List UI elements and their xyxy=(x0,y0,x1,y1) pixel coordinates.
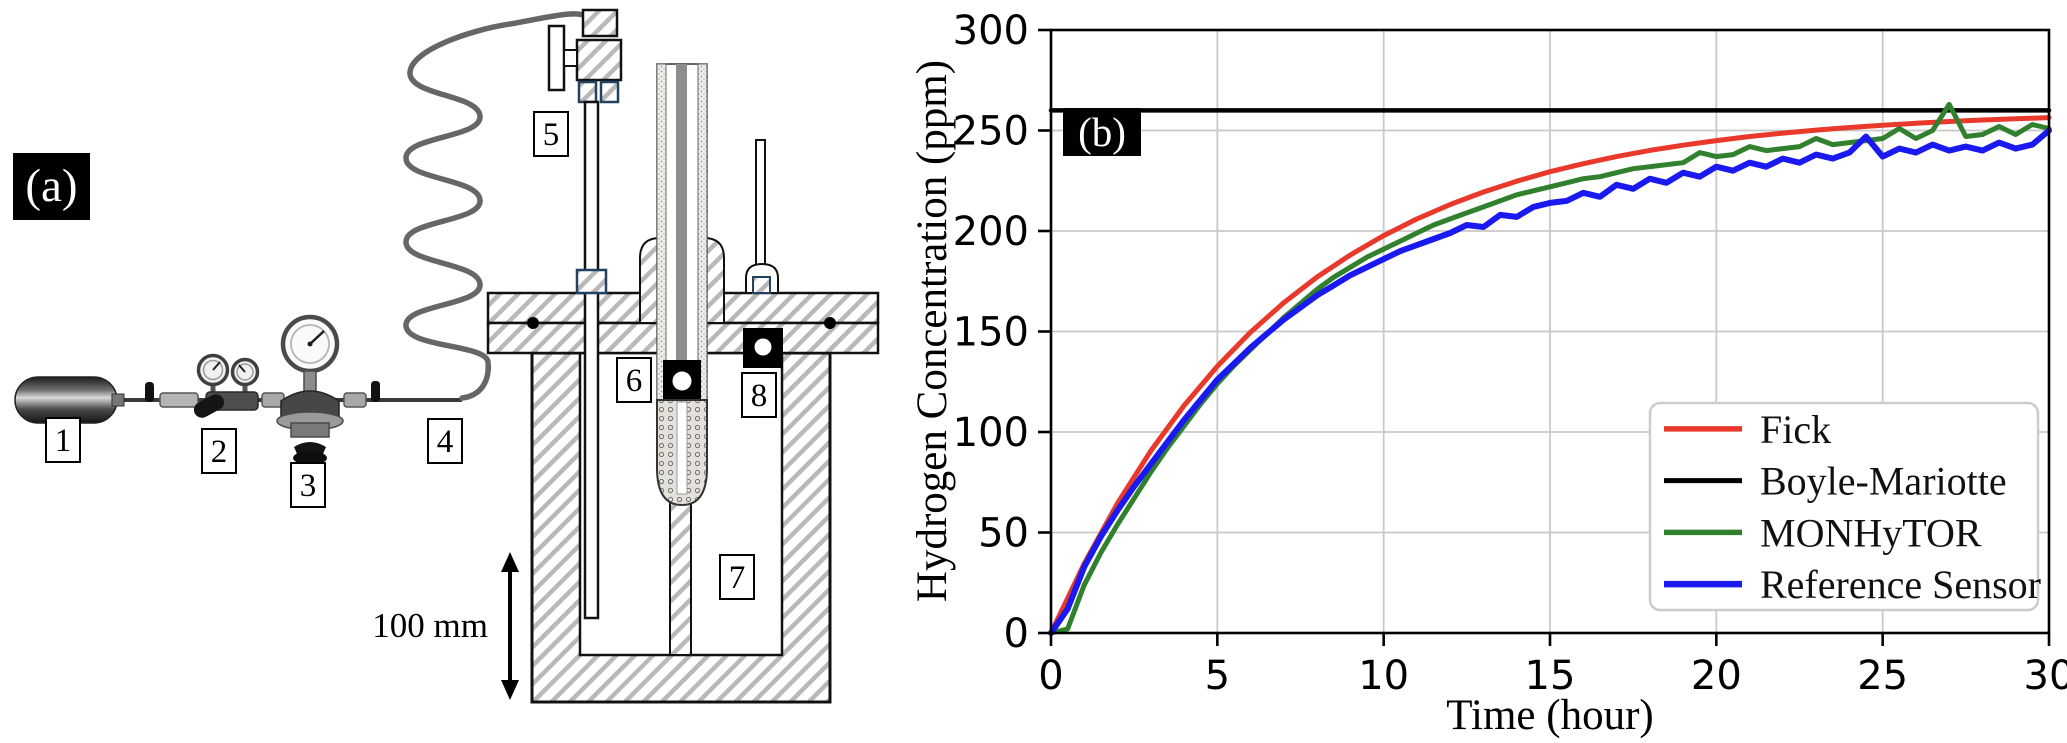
legend-box xyxy=(1648,401,2040,612)
flange-seal-right xyxy=(824,317,836,329)
reference-sensor xyxy=(743,139,783,368)
legend-label-fick: Fick xyxy=(1760,407,1831,452)
svg-text:6: 6 xyxy=(626,363,643,399)
y-tick-label: 200 xyxy=(953,209,1029,255)
svg-text:1: 1 xyxy=(55,423,72,459)
inlet-valve-assembly xyxy=(547,8,623,104)
component-label-6: 6 xyxy=(616,357,652,403)
pipe-coupling-1 xyxy=(159,392,199,408)
x-tick-label: 10 xyxy=(1358,653,1409,699)
x-tick-label: 5 xyxy=(1205,653,1230,699)
panel-b-caption: (b) xyxy=(1063,108,1141,156)
component-label-3: 3 xyxy=(290,462,326,508)
x-axis-label: Time (hour) xyxy=(1446,692,1653,739)
svg-text:(b): (b) xyxy=(1078,109,1126,155)
panel-a-caption: (a) xyxy=(13,153,90,220)
capillary-flange-fitting xyxy=(575,268,608,295)
series-line-fick xyxy=(1048,115,2052,636)
series-line-reference-sensor xyxy=(1048,127,2052,636)
legend-label-boyle-mariotte: Boyle-Mariotte xyxy=(1760,459,2007,504)
capillary-tube xyxy=(583,100,600,620)
x-tick-label: 30 xyxy=(2024,653,2067,699)
panel-a-diagram: 100 mm 1 2 3 4 5 6 7 xyxy=(13,8,880,704)
svg-text:4: 4 xyxy=(437,424,454,460)
x-tick-label: 20 xyxy=(1691,653,1742,699)
legend-label-reference-sensor: Reference Sensor xyxy=(1760,562,2041,607)
component-label-8: 8 xyxy=(741,372,777,418)
sensor-probe xyxy=(639,63,725,507)
component-label-2: 2 xyxy=(201,428,237,474)
y-tick-label: 250 xyxy=(953,109,1029,155)
y-tick-label: 150 xyxy=(953,310,1029,356)
component-label-5: 5 xyxy=(533,111,569,157)
vessel-pedestal-column xyxy=(669,499,692,656)
svg-text:7: 7 xyxy=(729,560,746,596)
coil-tube xyxy=(403,11,595,401)
svg-text:2: 2 xyxy=(211,434,228,470)
panel-b-chart: 0 5 10 15 20 25 30050100150200250300FickBoyle-… xyxy=(953,8,2067,699)
x-tick-label: 25 xyxy=(1857,653,1908,699)
pipe-valve-handle-2 xyxy=(371,381,380,402)
svg-text:3: 3 xyxy=(300,468,317,504)
gas-cylinder xyxy=(14,376,118,424)
x-tick-label: 15 xyxy=(1525,653,1576,699)
y-tick-label: 300 xyxy=(953,8,1029,54)
svg-text:(a): (a) xyxy=(25,160,77,212)
component-label-4: 4 xyxy=(427,418,463,464)
legend-label-monhytor: MONHyTOR xyxy=(1760,510,1982,555)
gas-cylinder-neck xyxy=(111,393,125,407)
y-axis-label: Hydrogen Concentration (ppm) xyxy=(909,60,956,602)
component-label-1: 1 xyxy=(45,417,81,463)
svg-text:5: 5 xyxy=(543,117,560,153)
dimension-arrow xyxy=(501,552,519,700)
pipe-valve-handle-1 xyxy=(145,382,154,402)
pressure-regulator xyxy=(193,353,260,418)
y-tick-label: 0 xyxy=(1004,611,1029,657)
svg-text:8: 8 xyxy=(751,378,768,414)
scale-label: 100 mm xyxy=(372,606,488,645)
x-tick-label: 0 xyxy=(1038,653,1063,699)
flange-seal-left xyxy=(527,317,539,329)
y-tick-label: 100 xyxy=(953,410,1029,456)
component-label-7: 7 xyxy=(719,554,755,600)
large-gauge-regulator xyxy=(276,314,344,465)
pipe-coupling-3 xyxy=(343,392,367,408)
y-tick-label: 50 xyxy=(978,511,1029,557)
